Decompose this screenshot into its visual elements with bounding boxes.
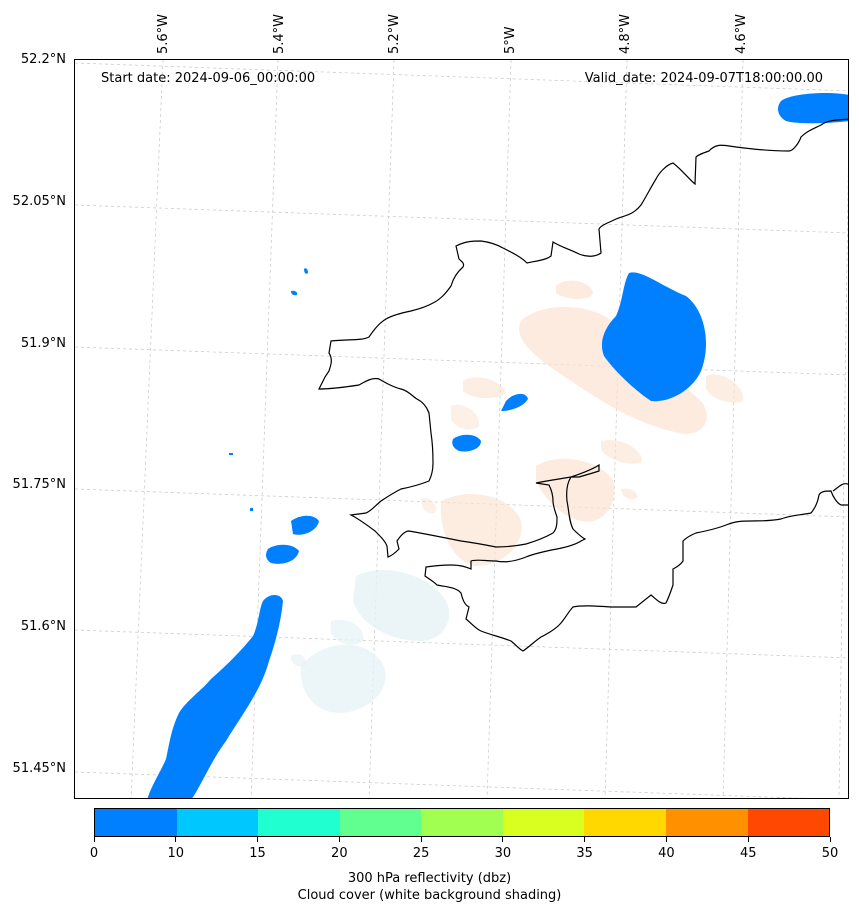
lon-label-5w: 5°W: [503, 26, 518, 54]
valid-date-annotation: Valid_date: 2024-09-07T18:00:00.00: [584, 71, 823, 86]
colorbar-tick-label: 0: [89, 846, 99, 861]
reflectivity-band-sw: [147, 595, 283, 798]
colorbar-segment-7: [665, 809, 748, 836]
colorbar: [94, 808, 830, 837]
colorbar-tickmark: [93, 837, 95, 842]
reflectivity-patch-small-3: [291, 515, 319, 535]
lon-label-4-8w: 4.8°W: [618, 13, 633, 54]
colorbar-tickmark: [420, 837, 422, 842]
map-panel[interactable]: Start date: 2024-09-06_00:00:00 Valid_da…: [74, 59, 849, 799]
colorbar-tickmark: [584, 837, 586, 842]
gridlines: [75, 60, 848, 798]
lon-label-4-6w: 4.6°W: [734, 13, 749, 54]
colorbar-segment-8: [747, 809, 830, 836]
start-date-annotation: Start date: 2024-09-06_00:00:00: [101, 71, 316, 86]
coastline-path: [318, 118, 848, 652]
lat-label-52-2: 52.2°N: [20, 52, 66, 67]
colorbar-tick-label: 40: [658, 846, 675, 861]
colorbar-tickmark: [747, 837, 749, 842]
colorbar-tick-label: 30: [494, 846, 512, 861]
colorbar-segment-0: [95, 809, 177, 836]
cloud-cover-shading: [291, 280, 744, 713]
colorbar-segment-6: [584, 809, 666, 836]
colorbar-label-title: 300 hPa reflectivity (dbz): [347, 871, 512, 886]
colorbar-segment-5: [502, 809, 585, 836]
colorbar-segment-4: [421, 809, 503, 836]
lon-label-5-6w: 5.6°W: [156, 13, 171, 54]
reflectivity-patches: [147, 93, 848, 798]
colorbar-tick-label: 20: [331, 846, 348, 861]
lat-label-51-45: 51.45°N: [12, 761, 66, 776]
reflectivity-patch-small-2: [452, 434, 481, 452]
colorbar-label-subtitle: Cloud cover (white background shading): [297, 888, 562, 903]
colorbar-tick-label: 45: [739, 846, 757, 861]
coastline-east-fragment: [832, 483, 848, 492]
colorbar-tick-label: 10: [167, 846, 185, 861]
lat-label-51-75: 51.75°N: [12, 477, 66, 492]
colorbar-tick-label: 25: [412, 846, 430, 861]
reflectivity-patch-ne: [778, 93, 848, 124]
colorbar-tick-label: 35: [576, 846, 593, 861]
lat-label-52-05: 52.05°N: [12, 194, 66, 209]
reflectivity-patch-central: [601, 272, 706, 402]
colorbar-segment-2: [258, 809, 340, 836]
lat-label-51-9: 51.9°N: [20, 336, 66, 351]
lat-label-51-6: 51.6°N: [20, 619, 66, 634]
lon-label-5-4w: 5.4°W: [272, 13, 287, 54]
reflectivity-patch-small-4: [266, 544, 299, 564]
map-canvas: [75, 60, 848, 798]
colorbar-tickmark: [257, 837, 259, 842]
colorbar-tickmark: [502, 837, 504, 842]
coastline: [318, 118, 848, 652]
colorbar-segment-3: [339, 809, 422, 836]
colorbar-segment-1: [176, 809, 259, 836]
colorbar-tickmark: [665, 837, 667, 842]
colorbar-tick-label: 50: [821, 846, 839, 861]
colorbar-tickmark: [338, 837, 340, 842]
lon-label-5-2w: 5.2°W: [387, 13, 402, 54]
colorbar-tickmark: [829, 837, 831, 842]
colorbar-tickmark: [175, 837, 177, 842]
colorbar-tick-label: 15: [249, 846, 266, 861]
reflectivity-patch-small-1: [501, 393, 528, 411]
